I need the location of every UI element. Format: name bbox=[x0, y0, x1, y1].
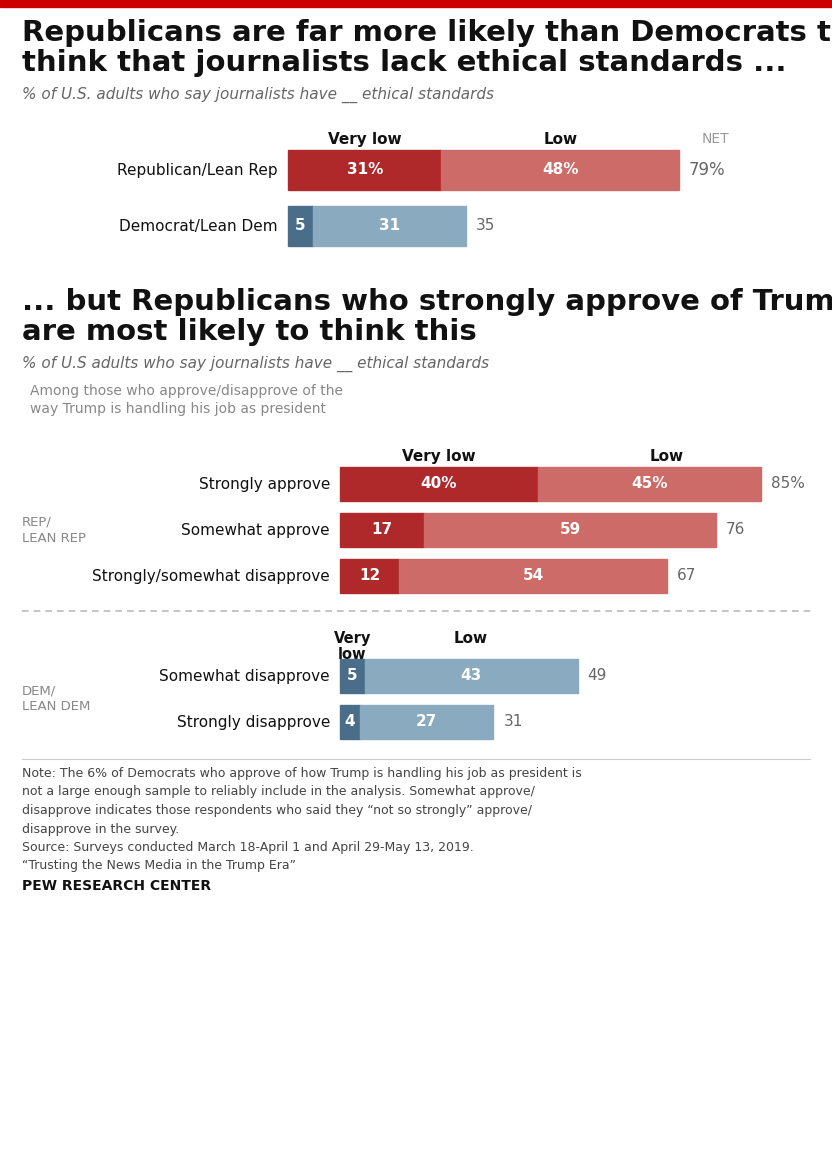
Bar bbox=[288, 206, 313, 246]
Text: 79%: 79% bbox=[689, 162, 726, 179]
Bar bbox=[340, 467, 538, 501]
Text: 45%: 45% bbox=[631, 476, 667, 492]
Text: 43: 43 bbox=[461, 668, 482, 683]
Text: Republicans are far more likely than Democrats to: Republicans are far more likely than Dem… bbox=[22, 19, 832, 46]
Bar bbox=[340, 512, 424, 547]
Text: 17: 17 bbox=[372, 523, 393, 538]
Text: Somewhat disapprove: Somewhat disapprove bbox=[160, 668, 330, 683]
Text: Very
low: Very low bbox=[334, 631, 371, 662]
Text: 31%: 31% bbox=[347, 163, 383, 178]
Text: 49: 49 bbox=[587, 668, 607, 683]
Bar bbox=[288, 150, 442, 191]
Bar bbox=[399, 559, 666, 593]
Text: PEW RESEARCH CENTER: PEW RESEARCH CENTER bbox=[22, 878, 211, 894]
Text: 27: 27 bbox=[416, 715, 438, 730]
Bar bbox=[340, 705, 359, 739]
Text: 31: 31 bbox=[503, 715, 522, 730]
Text: ... but Republicans who strongly approve of Trump: ... but Republicans who strongly approve… bbox=[22, 288, 832, 316]
Text: REP/
LEAN REP: REP/ LEAN REP bbox=[22, 516, 86, 545]
Text: Low: Low bbox=[454, 631, 488, 646]
Bar bbox=[424, 512, 716, 547]
Text: Low: Low bbox=[650, 449, 684, 464]
Text: Strongly disapprove: Strongly disapprove bbox=[176, 715, 330, 730]
Text: 54: 54 bbox=[522, 568, 543, 583]
Text: 4: 4 bbox=[344, 715, 355, 730]
Text: Republican/Lean Rep: Republican/Lean Rep bbox=[117, 163, 278, 178]
Text: Note: The 6% of Democrats who approve of how Trump is handling his job as presid: Note: The 6% of Democrats who approve of… bbox=[22, 767, 582, 873]
Bar bbox=[538, 467, 760, 501]
Text: 40%: 40% bbox=[421, 476, 458, 492]
Text: 48%: 48% bbox=[542, 163, 578, 178]
Bar bbox=[364, 659, 577, 693]
Text: % of U.S. adults who say journalists have __ ethical standards: % of U.S. adults who say journalists hav… bbox=[22, 87, 494, 103]
Text: Democrat/Lean Dem: Democrat/Lean Dem bbox=[119, 218, 278, 234]
Text: 31: 31 bbox=[379, 218, 400, 234]
Text: Low: Low bbox=[543, 132, 577, 148]
Text: 59: 59 bbox=[560, 523, 581, 538]
Text: 5: 5 bbox=[295, 218, 305, 234]
Text: Strongly approve: Strongly approve bbox=[199, 476, 330, 492]
Text: DEM/
LEAN DEM: DEM/ LEAN DEM bbox=[22, 684, 91, 713]
Bar bbox=[0, 0, 832, 7]
Text: 85%: 85% bbox=[770, 476, 805, 492]
Bar bbox=[340, 559, 399, 593]
Bar bbox=[359, 705, 493, 739]
Text: NET: NET bbox=[701, 132, 729, 146]
Text: Among those who approve/disapprove of the
way Trump is handling his job as presi: Among those who approve/disapprove of th… bbox=[30, 383, 343, 416]
Text: % of U.S adults who say journalists have __ ethical standards: % of U.S adults who say journalists have… bbox=[22, 356, 489, 372]
Text: 5: 5 bbox=[347, 668, 358, 683]
Text: are most likely to think this: are most likely to think this bbox=[22, 318, 477, 346]
Text: Very low: Very low bbox=[328, 132, 402, 148]
Bar bbox=[340, 659, 364, 693]
Text: think that journalists lack ethical standards ...: think that journalists lack ethical stan… bbox=[22, 49, 786, 77]
Text: 35: 35 bbox=[476, 218, 496, 234]
Text: Strongly/somewhat disapprove: Strongly/somewhat disapprove bbox=[92, 568, 330, 583]
Bar bbox=[313, 206, 466, 246]
Bar bbox=[442, 150, 679, 191]
Text: Somewhat approve: Somewhat approve bbox=[181, 523, 330, 538]
Text: 12: 12 bbox=[359, 568, 380, 583]
Text: Very low: Very low bbox=[402, 449, 476, 464]
Text: 67: 67 bbox=[676, 568, 696, 583]
Text: 76: 76 bbox=[726, 523, 745, 538]
